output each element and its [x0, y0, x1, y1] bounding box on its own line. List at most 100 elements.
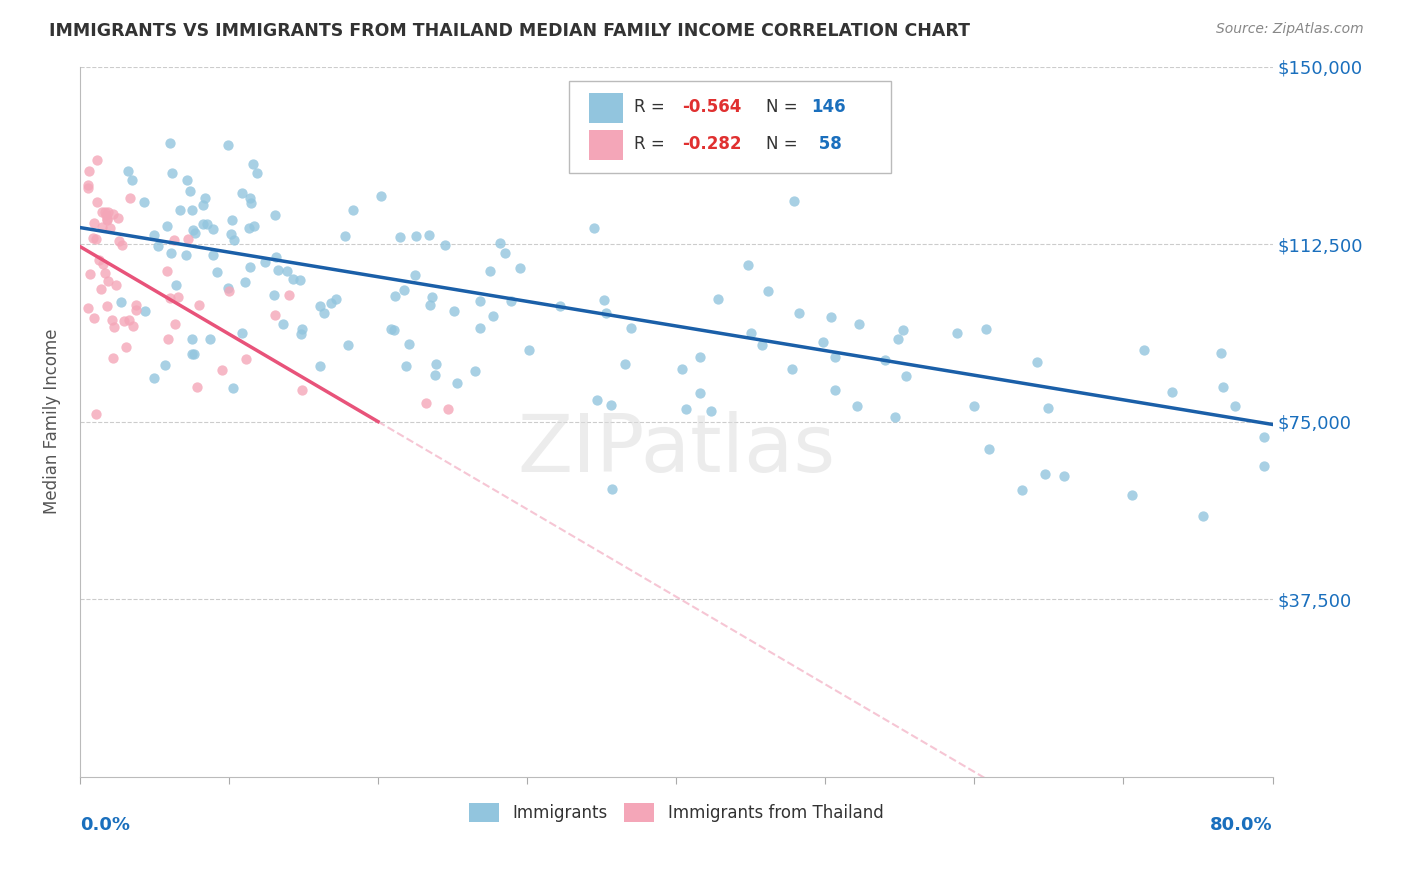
Point	[201, 222, 224, 236]
Point	[404, 268, 426, 282]
Point	[1025, 355, 1047, 369]
Point	[585, 392, 607, 407]
Point	[125, 303, 148, 318]
FancyBboxPatch shape	[569, 81, 891, 173]
Point	[281, 272, 304, 286]
Point	[97, 274, 120, 288]
Point	[76, 178, 98, 192]
Point	[115, 340, 138, 354]
Point	[200, 332, 222, 346]
Point	[132, 195, 155, 210]
Point	[195, 217, 218, 231]
Point	[425, 368, 447, 382]
Point	[583, 220, 606, 235]
Point	[979, 442, 1001, 456]
Point	[384, 288, 406, 302]
Point	[883, 410, 905, 425]
Point	[1121, 488, 1143, 502]
Point	[1036, 401, 1059, 416]
Point	[824, 350, 846, 364]
Point	[176, 232, 198, 246]
Point	[163, 233, 186, 247]
Point	[239, 191, 262, 205]
Point	[246, 166, 269, 180]
Point	[97, 204, 120, 219]
Point	[181, 332, 204, 346]
Point	[120, 191, 142, 205]
Point	[181, 223, 204, 237]
Point	[398, 337, 420, 351]
Point	[813, 334, 835, 349]
Text: Source: ZipAtlas.com: Source: ZipAtlas.com	[1216, 22, 1364, 37]
Text: 146: 146	[811, 98, 845, 116]
Point	[418, 227, 440, 242]
Point	[288, 273, 311, 287]
Point	[201, 248, 224, 262]
Point	[142, 370, 165, 384]
Text: R =: R =	[634, 135, 671, 153]
Point	[86, 153, 108, 167]
Point	[110, 295, 132, 310]
Point	[595, 305, 617, 319]
Point	[253, 255, 276, 269]
Point	[188, 297, 211, 311]
Point	[894, 369, 917, 384]
Point	[159, 136, 181, 150]
Point	[780, 362, 803, 376]
Point	[231, 186, 253, 201]
Point	[94, 208, 117, 222]
Point	[382, 322, 405, 336]
Text: 0.0%: 0.0%	[80, 815, 129, 834]
Point	[509, 260, 531, 275]
Point	[308, 359, 330, 373]
Point	[169, 203, 191, 218]
Point	[91, 219, 114, 234]
Point	[217, 281, 239, 295]
Point	[87, 253, 110, 268]
Point	[600, 482, 623, 496]
Point	[193, 217, 215, 231]
Point	[1133, 343, 1156, 358]
Point	[117, 164, 139, 178]
Point	[395, 359, 418, 373]
Point	[848, 317, 870, 331]
Point	[242, 219, 264, 234]
Point	[166, 290, 188, 304]
Point	[84, 232, 107, 246]
Point	[191, 198, 214, 212]
Point	[174, 247, 197, 261]
Bar	[589, 93, 623, 123]
Point	[278, 288, 301, 302]
Text: N =: N =	[766, 98, 803, 116]
Point	[494, 246, 516, 260]
Point	[1011, 483, 1033, 497]
Point	[233, 275, 256, 289]
Point	[91, 205, 114, 219]
Point	[242, 156, 264, 170]
Point	[125, 298, 148, 312]
Point	[153, 358, 176, 372]
Point	[482, 309, 505, 323]
Point	[517, 343, 540, 358]
Point	[405, 229, 427, 244]
Point	[238, 221, 260, 235]
Point	[211, 362, 233, 376]
Text: -0.282: -0.282	[682, 135, 741, 153]
Point	[121, 173, 143, 187]
Point	[235, 352, 257, 367]
Point	[183, 347, 205, 361]
Point	[222, 234, 245, 248]
Point	[1212, 380, 1234, 394]
Point	[156, 332, 179, 346]
Point	[194, 191, 217, 205]
Point	[83, 310, 105, 325]
Point	[266, 250, 288, 264]
Point	[76, 301, 98, 316]
Point	[96, 212, 118, 227]
Point	[96, 211, 118, 226]
Point	[468, 320, 491, 334]
Point	[107, 211, 129, 226]
Point	[468, 293, 491, 308]
Text: 80.0%: 80.0%	[1211, 815, 1272, 834]
Point	[737, 258, 759, 272]
